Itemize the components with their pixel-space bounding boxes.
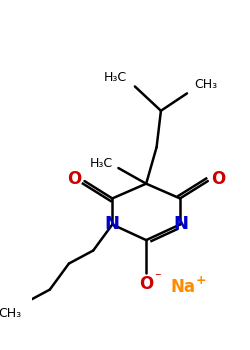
- Text: O: O: [211, 170, 225, 188]
- Text: CH₃: CH₃: [0, 307, 22, 320]
- Text: N: N: [104, 216, 119, 233]
- Text: CH₃: CH₃: [194, 78, 218, 91]
- Text: +: +: [196, 274, 206, 287]
- Text: O: O: [67, 170, 81, 188]
- Text: ⁻: ⁻: [154, 271, 161, 284]
- Text: N: N: [174, 216, 188, 233]
- Text: Na: Na: [170, 278, 195, 296]
- Text: H₃C: H₃C: [104, 71, 127, 84]
- Text: O: O: [139, 274, 153, 293]
- Text: H₃C: H₃C: [90, 157, 112, 170]
